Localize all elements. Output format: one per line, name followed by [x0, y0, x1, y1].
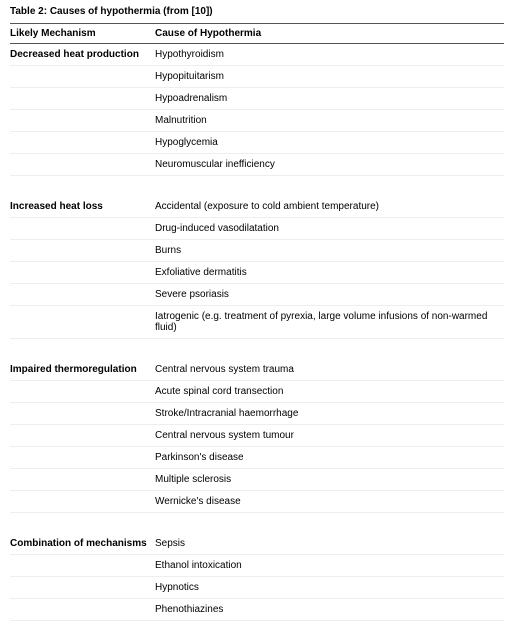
mechanism-cell [10, 66, 155, 88]
group-gap [10, 176, 504, 197]
mechanism-cell [10, 262, 155, 284]
mechanism-cell [10, 447, 155, 469]
cause-cell: Phenothiazines [155, 599, 504, 621]
mechanism-cell [10, 491, 155, 513]
cause-cell: Stroke/Intracranial haemorrhage [155, 403, 504, 425]
table-row: Severe psoriasis [10, 284, 504, 306]
table-row: Wernicke's disease [10, 491, 504, 513]
cause-cell: Hypoglycemia [155, 132, 504, 154]
hypothermia-table: Likely Mechanism Cause of Hypothermia De… [10, 23, 504, 621]
header-mechanism: Likely Mechanism [10, 24, 155, 44]
table-row: Hypoadrenalism [10, 88, 504, 110]
table-row: Hypoglycemia [10, 132, 504, 154]
cause-cell: Multiple sclerosis [155, 469, 504, 491]
mechanism-cell [10, 381, 155, 403]
cause-cell: Central nervous system tumour [155, 425, 504, 447]
cause-cell: Burns [155, 240, 504, 262]
table-row: Stroke/Intracranial haemorrhage [10, 403, 504, 425]
cause-cell: Central nervous system trauma [155, 359, 504, 381]
table-row: Multiple sclerosis [10, 469, 504, 491]
mechanism-cell [10, 469, 155, 491]
table-title: Table 2: Causes of hypothermia (from [10… [10, 4, 504, 23]
table-row: Impaired thermoregulationCentral nervous… [10, 359, 504, 381]
table-row: Malnutrition [10, 110, 504, 132]
cause-cell: Neuromuscular inefficiency [155, 154, 504, 176]
cause-cell: Accidental (exposure to cold ambient tem… [155, 196, 504, 218]
cause-cell: Iatrogenic (e.g. treatment of pyrexia, l… [155, 306, 504, 339]
mechanism-cell [10, 403, 155, 425]
mechanism-cell [10, 577, 155, 599]
mechanism-cell: Impaired thermoregulation [10, 359, 155, 381]
mechanism-cell [10, 599, 155, 621]
table-row: Increased heat lossAccidental (exposure … [10, 196, 504, 218]
cause-cell: Hypopituitarism [155, 66, 504, 88]
table-row: Parkinson's disease [10, 447, 504, 469]
mechanism-cell: Decreased heat production [10, 44, 155, 66]
mechanism-cell [10, 218, 155, 240]
table-row: Exfoliative dermatitis [10, 262, 504, 284]
cause-cell: Malnutrition [155, 110, 504, 132]
cause-cell: Hypnotics [155, 577, 504, 599]
cause-cell: Wernicke's disease [155, 491, 504, 513]
mechanism-cell [10, 110, 155, 132]
mechanism-cell [10, 132, 155, 154]
mechanism-cell: Increased heat loss [10, 196, 155, 218]
mechanism-cell [10, 154, 155, 176]
cause-cell: Parkinson's disease [155, 447, 504, 469]
cause-cell: Exfoliative dermatitis [155, 262, 504, 284]
group-gap [10, 513, 504, 534]
table-row: Central nervous system tumour [10, 425, 504, 447]
cause-cell: Hypothyroidism [155, 44, 504, 66]
cause-cell: Severe psoriasis [155, 284, 504, 306]
table-row: Iatrogenic (e.g. treatment of pyrexia, l… [10, 306, 504, 339]
mechanism-cell [10, 284, 155, 306]
mechanism-cell: Combination of mechanisms [10, 533, 155, 555]
cause-cell: Ethanol intoxication [155, 555, 504, 577]
mechanism-cell [10, 88, 155, 110]
mechanism-cell [10, 555, 155, 577]
group-gap [10, 339, 504, 360]
cause-cell: Sepsis [155, 533, 504, 555]
table-row: Burns [10, 240, 504, 262]
table-row: Ethanol intoxication [10, 555, 504, 577]
table-row: Combination of mechanismsSepsis [10, 533, 504, 555]
table-row: Decreased heat productionHypothyroidism [10, 44, 504, 66]
table-row: Phenothiazines [10, 599, 504, 621]
cause-cell: Drug-induced vasodilatation [155, 218, 504, 240]
table-row: Hypnotics [10, 577, 504, 599]
mechanism-cell [10, 306, 155, 339]
cause-cell: Acute spinal cord transection [155, 381, 504, 403]
table-row: Drug-induced vasodilatation [10, 218, 504, 240]
header-cause: Cause of Hypothermia [155, 24, 504, 44]
mechanism-cell [10, 425, 155, 447]
cause-cell: Hypoadrenalism [155, 88, 504, 110]
table-row: Neuromuscular inefficiency [10, 154, 504, 176]
table-row: Acute spinal cord transection [10, 381, 504, 403]
mechanism-cell [10, 240, 155, 262]
table-row: Hypopituitarism [10, 66, 504, 88]
